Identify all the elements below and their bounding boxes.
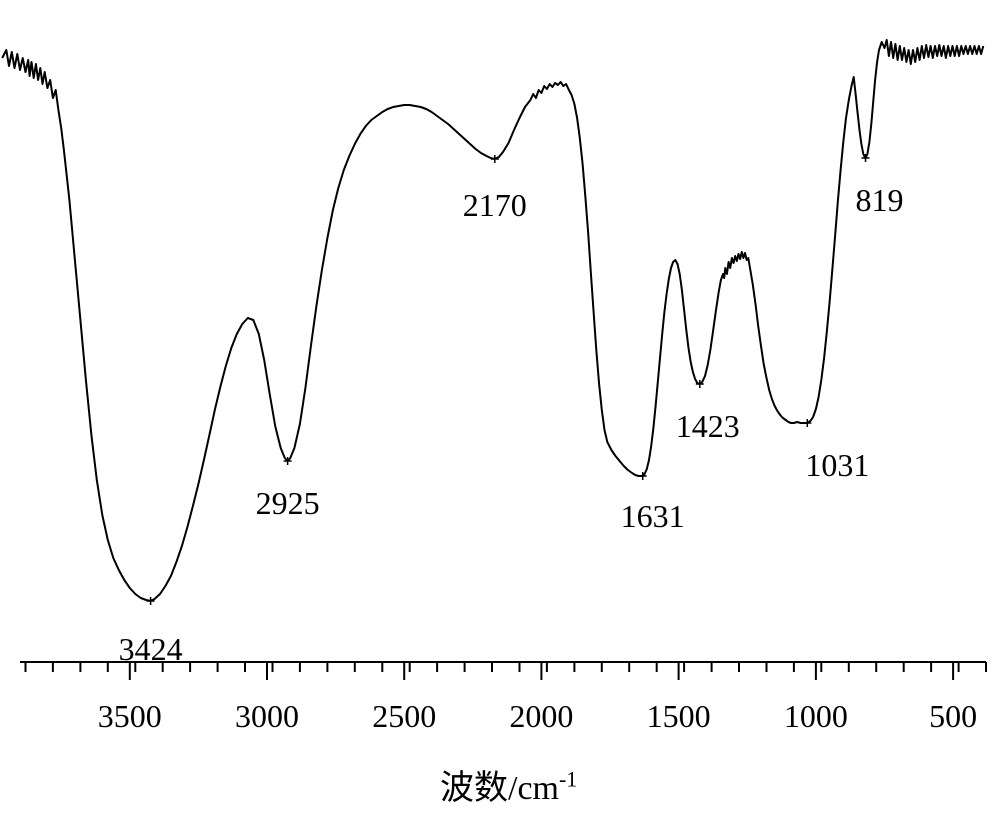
peak-marker bbox=[862, 154, 870, 162]
peak-marker bbox=[147, 597, 155, 605]
peak-marker bbox=[491, 155, 499, 163]
x-axis-title-sup: -1 bbox=[559, 767, 577, 792]
peak-label: 1031 bbox=[805, 447, 869, 484]
peak-label: 819 bbox=[856, 182, 904, 219]
x-axis-title: 波数/cm-1 bbox=[440, 760, 577, 809]
x-tick-label: 1500 bbox=[647, 698, 711, 735]
x-tick-label: 2500 bbox=[372, 698, 436, 735]
peak-label: 1631 bbox=[621, 498, 685, 535]
x-tick-label: 1000 bbox=[784, 698, 848, 735]
peak-label: 2170 bbox=[463, 187, 527, 224]
peak-label: 1423 bbox=[676, 408, 740, 445]
x-axis-title-text: 波数/cm bbox=[440, 770, 559, 807]
peak-label: 3424 bbox=[119, 631, 183, 668]
ir-spectrum-chart: 3424 2925 2170 1631 1423 1031 819 3500 3000 2500 2… bbox=[0, 0, 1000, 821]
x-tick-label: 500 bbox=[929, 698, 977, 735]
x-tick-label: 3000 bbox=[235, 698, 299, 735]
spectrum-line bbox=[2, 40, 983, 601]
x-tick-label: 3500 bbox=[98, 698, 162, 735]
peak-label: 2925 bbox=[256, 485, 320, 522]
x-tick-label: 2000 bbox=[509, 698, 573, 735]
